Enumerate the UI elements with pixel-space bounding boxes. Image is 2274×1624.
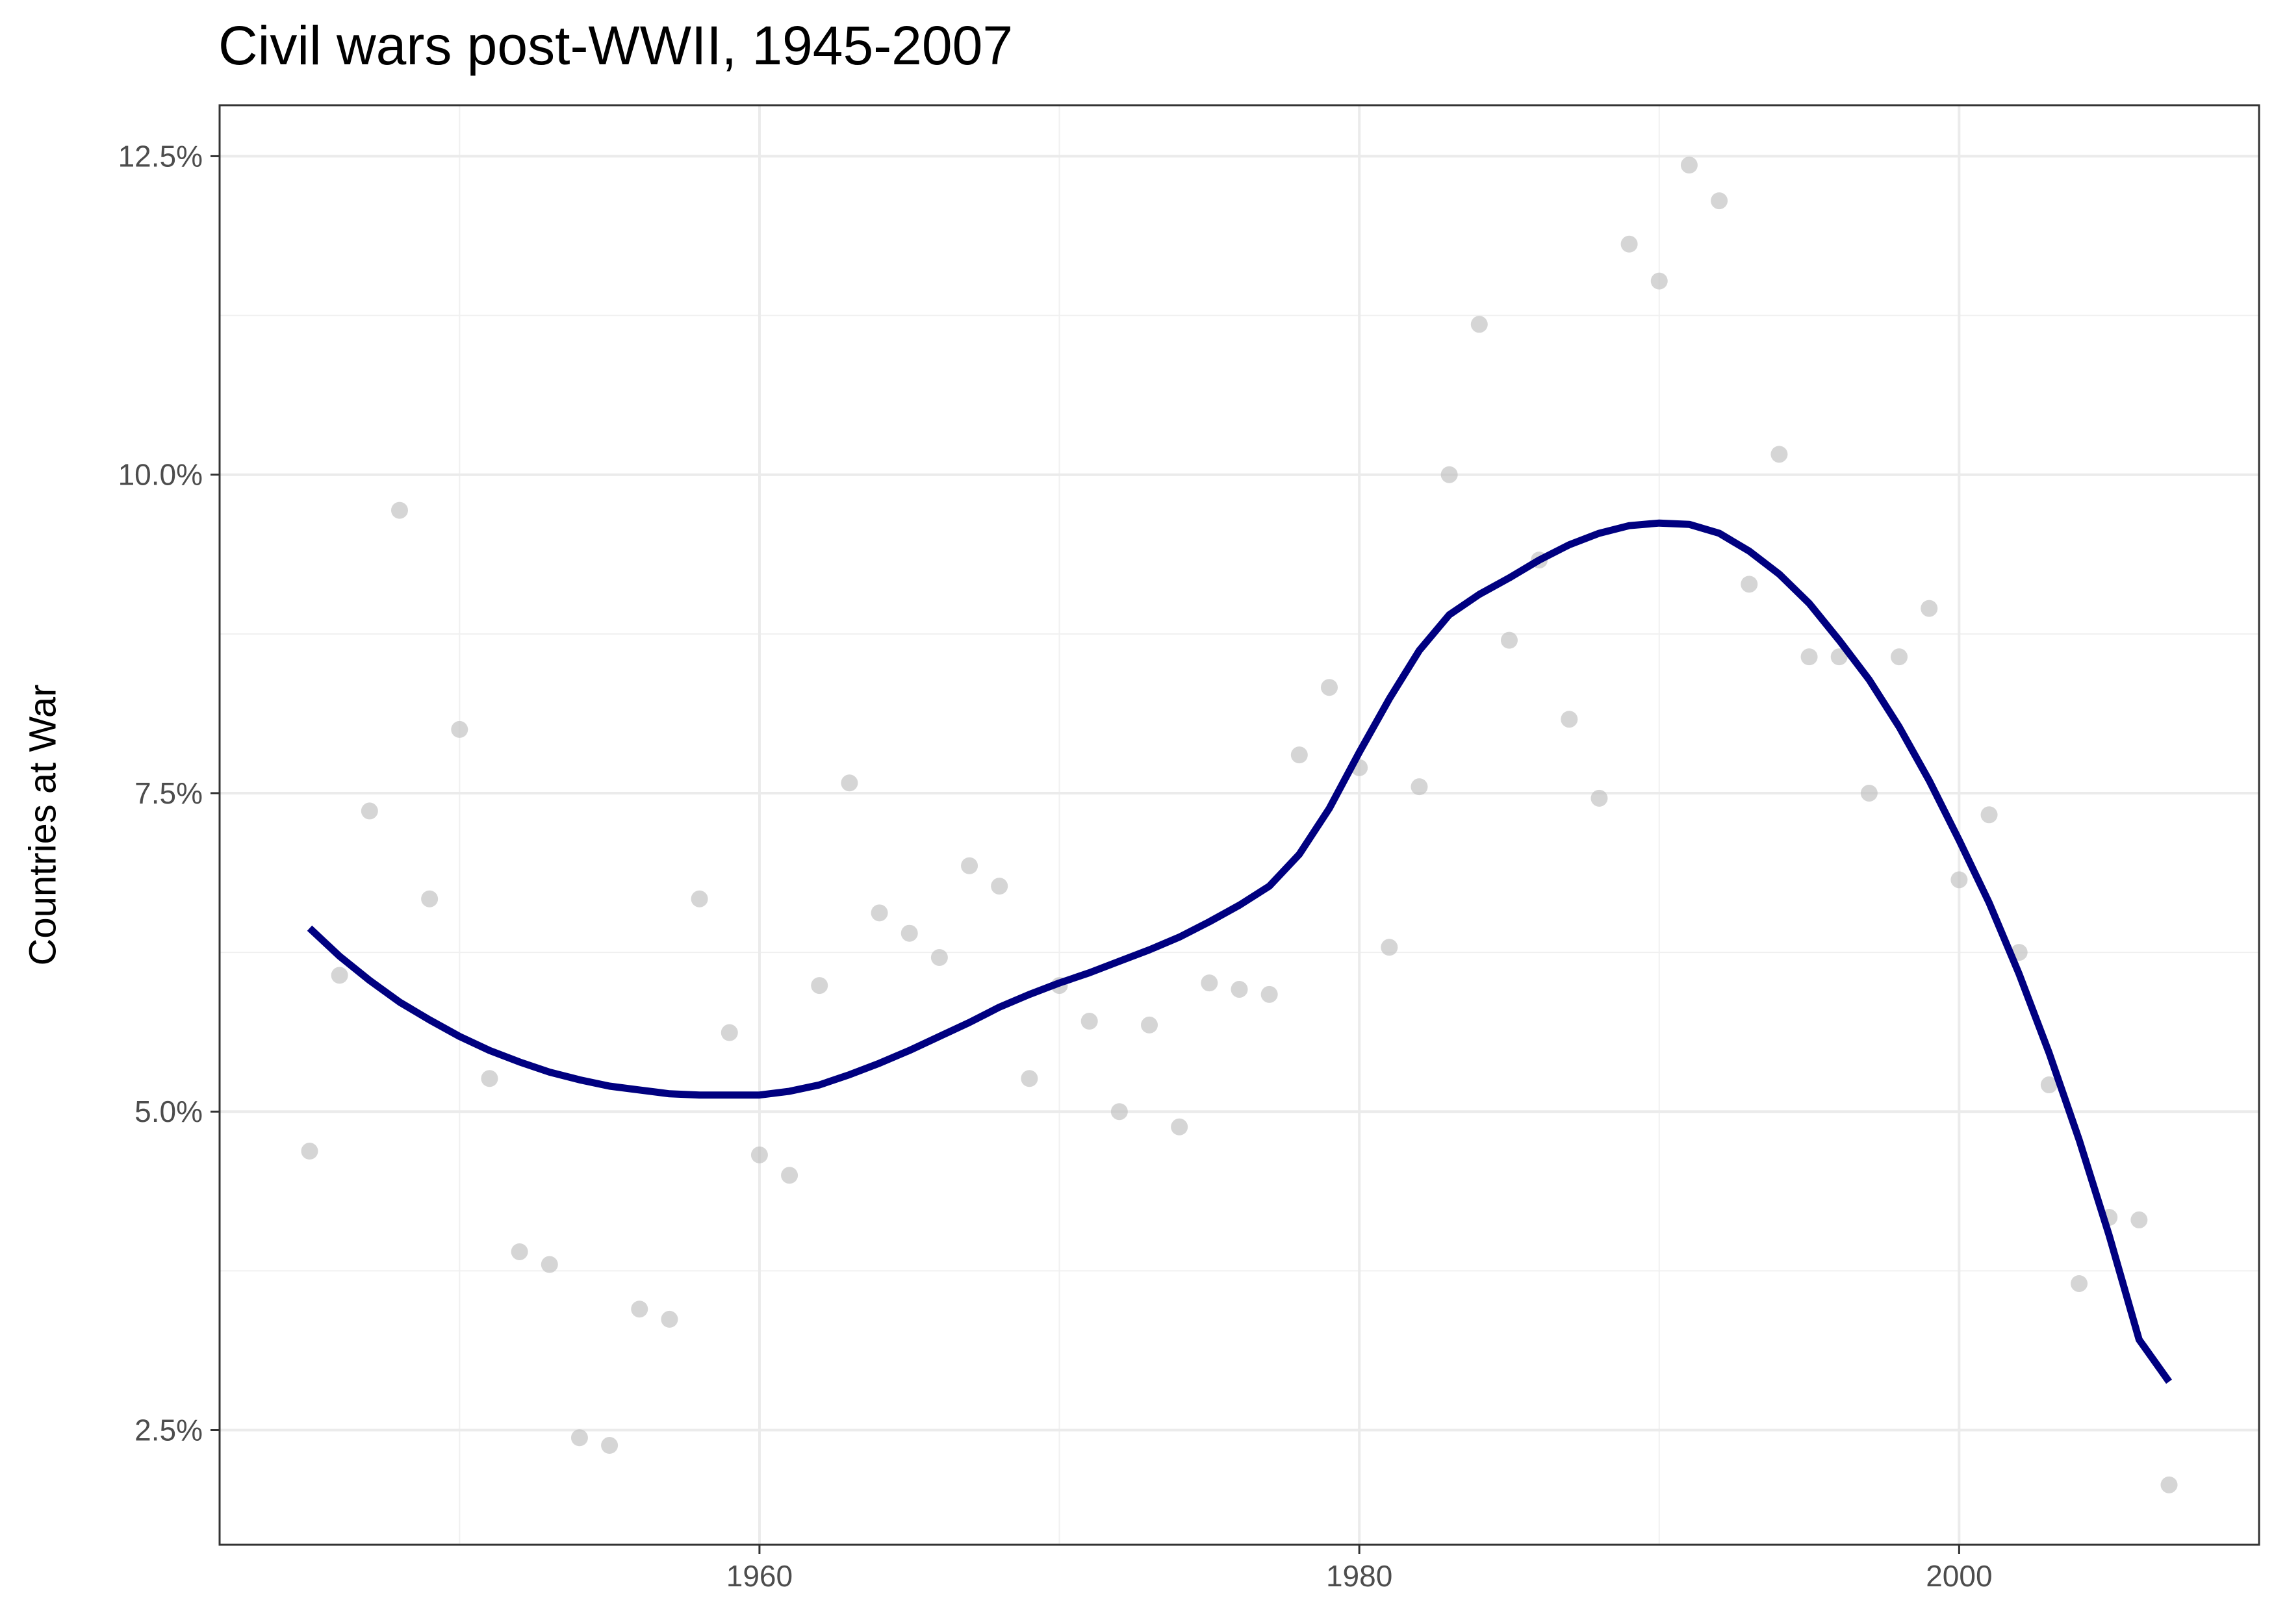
data-point (1950, 871, 1968, 889)
data-point (1891, 648, 1908, 666)
data-point (721, 1024, 738, 1041)
data-point (1561, 711, 1578, 728)
data-point (2160, 1476, 2178, 1493)
data-point (1860, 784, 1878, 802)
y-tick-label: 10.0% (118, 458, 203, 492)
smooth-curve (307, 519, 2172, 1384)
y-tick-label: 7.5% (134, 776, 203, 810)
data-point (361, 802, 378, 820)
data-point (1680, 157, 1698, 174)
data-point (1290, 746, 1308, 764)
data-point (301, 1143, 318, 1160)
data-point (451, 720, 468, 738)
data-point (991, 878, 1008, 895)
data-point (691, 890, 708, 907)
scatter-points (301, 157, 2178, 1493)
data-point (421, 890, 439, 907)
x-tick-label: 1960 (726, 1559, 793, 1593)
data-point (781, 1167, 798, 1184)
data-point (1411, 778, 1428, 796)
data-point (1260, 985, 1278, 1003)
data-point (841, 774, 858, 792)
data-point (2071, 1275, 2088, 1292)
data-point (1830, 648, 1848, 666)
data-point (481, 1070, 498, 1087)
plot-panel-border (218, 104, 2260, 1546)
data-point (1470, 316, 1488, 333)
data-point (1080, 1013, 1098, 1030)
data-point (1921, 600, 1938, 617)
data-point (930, 948, 948, 966)
data-point (1591, 789, 1608, 807)
data-point (901, 924, 918, 942)
data-point (1741, 576, 1758, 593)
data-point (2130, 1211, 2148, 1228)
data-point (390, 501, 408, 519)
x-tick-label: 1980 (1326, 1559, 1392, 1593)
chart-title: Civil wars post-WWII, 1945-2007 (218, 15, 1014, 76)
data-point (1770, 446, 1788, 463)
smooth-line (307, 519, 2172, 1384)
y-axis-title: Countries at War (21, 685, 64, 966)
data-point (1021, 1070, 1038, 1087)
data-point (2040, 1076, 2058, 1094)
data-point (1171, 1118, 1188, 1136)
x-tick-label: 2000 (1926, 1559, 1992, 1593)
data-point (1650, 272, 1668, 290)
data-point (1711, 192, 1728, 210)
data-point (1620, 235, 1638, 253)
data-point (601, 1437, 619, 1454)
data-point (511, 1243, 528, 1260)
data-point (811, 977, 828, 995)
major-gridlines (220, 105, 2259, 1545)
data-point (661, 1310, 678, 1328)
data-point (1500, 631, 1518, 649)
x-axis-ticks: 1960 1980 2000 (726, 1545, 1993, 1593)
data-point (541, 1256, 558, 1273)
data-point (750, 1146, 768, 1163)
data-point (1381, 939, 1398, 956)
y-tick-label: 5.0% (134, 1095, 203, 1128)
data-point (1141, 1016, 1158, 1034)
data-point (331, 967, 348, 984)
data-point (1231, 980, 1248, 998)
data-point (1440, 466, 1458, 483)
y-tick-label: 2.5% (134, 1414, 203, 1447)
data-point (1980, 806, 1998, 824)
data-point (1110, 1103, 1128, 1121)
y-axis-ticks: 2.5% 5.0% 7.5% 10.0% 12.5% (118, 139, 220, 1447)
data-point (631, 1300, 648, 1318)
data-point (961, 857, 978, 874)
data-point (570, 1429, 588, 1447)
data-point (1201, 974, 1218, 992)
data-point (1320, 679, 1338, 696)
data-point (1800, 648, 1818, 666)
data-point (871, 904, 888, 922)
y-tick-label: 12.5% (118, 139, 203, 173)
